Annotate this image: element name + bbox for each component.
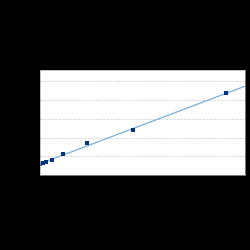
Point [84,141,88,145]
Point [61,152,65,156]
Point [224,91,228,95]
Point [44,160,48,164]
Point [41,161,45,165]
Point [50,158,54,162]
Point [131,128,135,132]
Point [38,162,42,166]
X-axis label: Human BMP-2
Concentration (pg/ml): Human BMP-2 Concentration (pg/ml) [104,188,181,202]
Y-axis label: OD: OD [13,116,22,128]
